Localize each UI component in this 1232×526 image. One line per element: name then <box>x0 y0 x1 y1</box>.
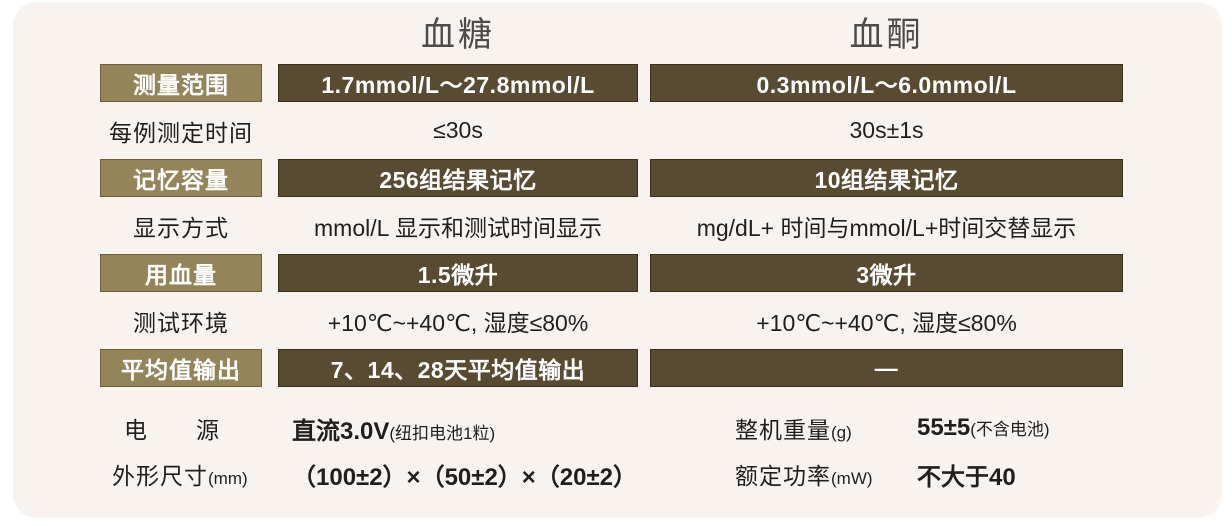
table-row: 平均值输出 7、14、28天平均值输出 — <box>100 349 1123 387</box>
table-row: 记忆容量 256组结果记忆 10组结果记忆 <box>100 159 1123 197</box>
power-value: 直流3.0V (纽扣电池1粒) <box>292 411 722 446</box>
rated-power-value-main: 不大于40 <box>917 463 1016 491</box>
power-value-note: (纽扣电池1粒) <box>389 423 496 443</box>
weight-label-text: 整机重量 <box>735 417 831 443</box>
table-row: 测量范围 1.7mmol/L～27.8mmol/L 0.3mmol/L～6.0m… <box>100 64 1123 102</box>
power-label-char-1: 电 <box>124 417 148 443</box>
weight-label: 整机重量 (g) <box>722 411 917 445</box>
spec-table: 测量范围 1.7mmol/L～27.8mmol/L 0.3mmol/L～6.0m… <box>100 64 1123 387</box>
row-label-measure-range: 测量范围 <box>100 64 262 102</box>
row-label-memory: 记忆容量 <box>100 159 262 197</box>
ketone-value: 30s±1s <box>849 117 924 143</box>
glucose-value: +10℃~+40℃, 湿度≤80% <box>327 309 589 336</box>
row-label-test-time: 每例测定时间 <box>109 119 253 146</box>
dimensions-label-unit: (mm) <box>208 469 248 488</box>
power-label: 电 源 <box>112 411 292 445</box>
rated-power-label-unit: (mW) <box>831 469 873 488</box>
row-label-blood-volume: 用血量 <box>100 254 262 292</box>
footer-row: 外形尺寸 (mm) （100±2）×（50±2）×（20±2） 额定功率 (mW… <box>0 451 1232 497</box>
dimensions-label: 外形尺寸 (mm) <box>112 457 292 491</box>
table-row: 显示方式 mmol/L 显示和测试时间显示 mg/dL+ 时间与mmol/L+时… <box>100 197 1123 254</box>
ketone-value: 10组结果记忆 <box>650 159 1123 197</box>
table-row: 每例测定时间 ≤30s 30s±1s <box>100 102 1123 159</box>
row-label-average-output: 平均值输出 <box>100 349 262 387</box>
weight-value-note: (不含电池) <box>970 420 1050 439</box>
ketone-value: mg/dL+ 时间与mmol/L+时间交替显示 <box>696 214 1077 241</box>
rated-power-value: 不大于40 <box>917 457 1016 492</box>
row-label-display-mode: 显示方式 <box>133 214 229 241</box>
glucose-value: 1.5微升 <box>278 254 638 292</box>
glucose-value: 1.7mmol/L～27.8mmol/L <box>278 64 638 102</box>
glucose-value: ≤30s <box>433 117 483 143</box>
glucose-value: mmol/L 显示和测试时间显示 <box>314 214 602 241</box>
dimensions-label-text: 外形尺寸 <box>112 463 208 489</box>
rated-power-label-text: 额定功率 <box>735 463 831 489</box>
dimensions-value: （100±2）×（50±2）×（20±2） <box>292 457 722 492</box>
dimensions-value-main: （100±2）×（50±2）×（20±2） <box>292 463 638 491</box>
rated-power-label: 额定功率 (mW) <box>722 457 917 491</box>
ketone-value: 0.3mmol/L～6.0mmol/L <box>650 64 1123 102</box>
weight-value: 55±5 (不含电池) <box>917 414 1050 442</box>
table-row: 测试环境 +10℃~+40℃, 湿度≤80% +10℃~+40℃, 湿度≤80% <box>100 292 1123 349</box>
weight-value-main: 55±5 <box>917 414 971 441</box>
column-header-ketone: 血酮 <box>849 15 924 54</box>
glucose-value: 7、14、28天平均值输出 <box>278 349 638 387</box>
row-label-test-environment: 测试环境 <box>133 309 229 336</box>
column-header-glucose: 血糖 <box>421 15 495 54</box>
power-value-main: 直流3.0V <box>292 417 390 445</box>
ketone-value: 3微升 <box>650 254 1123 292</box>
glucose-value: 256组结果记忆 <box>278 159 638 197</box>
weight-label-unit: (g) <box>831 423 852 442</box>
table-row: 用血量 1.5微升 3微升 <box>100 254 1123 292</box>
footer-specs: 电 源 直流3.0V (纽扣电池1粒) 整机重量 (g) 55±5 (不含电池)… <box>0 405 1232 497</box>
power-label-char-2: 源 <box>196 417 220 443</box>
footer-row: 电 源 直流3.0V (纽扣电池1粒) 整机重量 (g) 55±5 (不含电池) <box>0 405 1232 451</box>
ketone-value: — <box>650 349 1123 387</box>
ketone-value: +10℃~+40℃, 湿度≤80% <box>756 309 1017 336</box>
